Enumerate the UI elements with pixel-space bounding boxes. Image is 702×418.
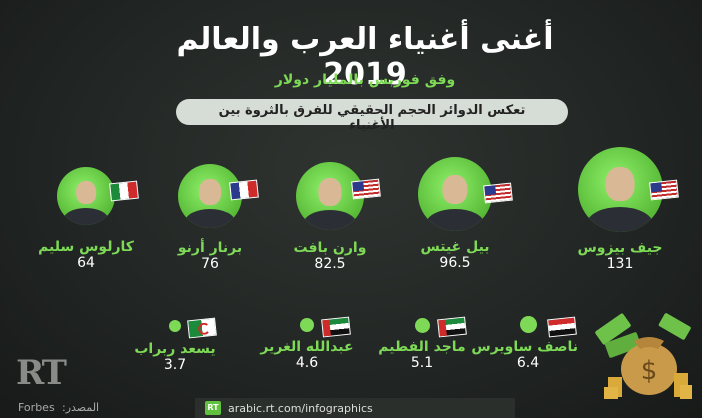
person-name: عبدالله الغرير: [260, 339, 354, 355]
wealth-dot: [519, 316, 537, 333]
flag-dz-icon: [187, 317, 217, 339]
flag-ae-icon: [321, 316, 351, 338]
source-label: المصدر:: [62, 401, 100, 414]
portrait-circle: [418, 157, 492, 231]
rt-logo: RT: [16, 353, 67, 393]
flag-us-icon: [351, 178, 381, 200]
person-arab-4: يسعد ربراب 3.7: [120, 317, 230, 373]
person-world-1: جيف بيزوس 131: [572, 147, 679, 272]
wealth-dot: [300, 318, 314, 332]
person-name: ماجد الفطيم: [378, 339, 466, 355]
flag-eg-icon: [547, 316, 577, 338]
person-arab-2: ماجد الفطيم 5.1: [372, 316, 472, 371]
person-name: يسعد ربراب: [134, 341, 216, 357]
person-world-5: كارلوس سليم 64: [38, 167, 139, 271]
person-value: 76: [201, 256, 219, 272]
person-arab-3: عبدالله الغرير 4.6: [252, 316, 362, 371]
person-name: ناصف ساويرس: [471, 339, 578, 355]
person-value: 4.6: [295, 355, 319, 371]
person-name: برنار أرنو: [177, 240, 243, 256]
person-value: 5.1: [410, 355, 434, 371]
source-value: Forbes: [18, 401, 55, 414]
person-value: 82.5: [314, 256, 346, 272]
flag-mx-icon: [109, 180, 139, 202]
rt-badge: RT: [205, 401, 221, 415]
flag-ae-icon: [437, 316, 467, 338]
person-world-4: برنار أرنو 76: [168, 164, 259, 272]
wealth-dot: [414, 318, 430, 333]
person-value: 131: [606, 256, 634, 272]
page-title: أغنى أغنياء العرب والعالم 2019: [176, 22, 554, 92]
flag-us-icon: [483, 182, 513, 204]
person-value: 96.5: [439, 255, 471, 271]
flag-us-icon: [649, 179, 679, 201]
footer-bar: [195, 398, 515, 418]
footer-url[interactable]: arabic.rt.com/infographics: [228, 402, 373, 415]
person-name: وارن بافت: [293, 240, 367, 256]
portrait-circle: [57, 167, 115, 225]
wealth-dot: [169, 320, 181, 332]
person-world-2: بيل غيتس 96.5: [412, 157, 513, 271]
note-text: تعكس الدوائر الحجم الحقيقي للفرق بالثروة…: [218, 103, 526, 133]
flag-fr-icon: [229, 179, 259, 201]
person-value: 6.4: [516, 355, 540, 371]
portrait-circle: [577, 147, 663, 232]
person-value: 3.7: [163, 357, 187, 373]
subtitle: وفق فوربس بالمليار دولار: [274, 72, 456, 88]
note-bar: [176, 99, 568, 125]
person-world-3: وارن بافت 82.5: [290, 162, 381, 272]
svg-text:$: $: [641, 356, 658, 386]
person-name: كارلوس سليم: [38, 239, 134, 255]
person-value: 64: [77, 255, 95, 271]
person-name: جيف بيزوس: [577, 240, 663, 256]
person-name: بيل غيتس: [420, 239, 490, 255]
money-bag-icon: $: [595, 313, 692, 399]
person-arab-1: ناصف ساويرس 6.4: [471, 316, 578, 371]
